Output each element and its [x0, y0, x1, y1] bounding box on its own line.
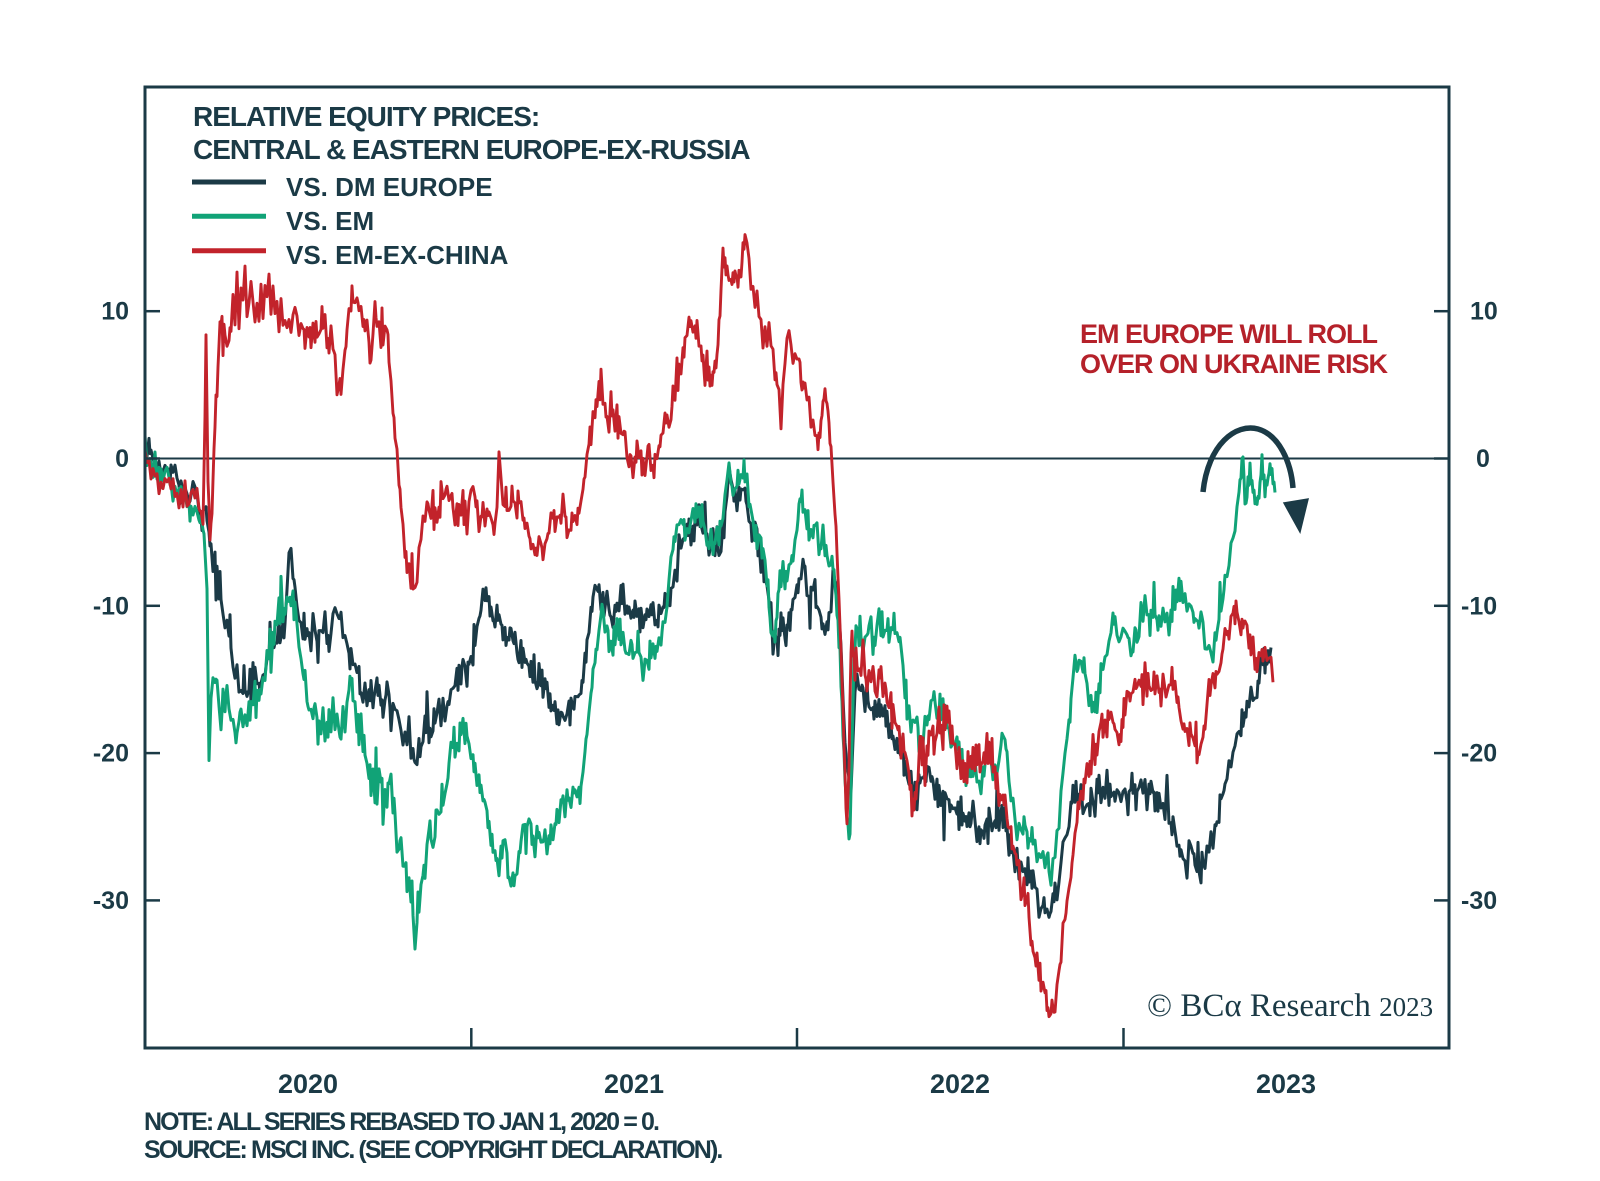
svg-text:VS. EM: VS. EM: [286, 206, 374, 236]
svg-text:2021: 2021: [604, 1069, 664, 1099]
svg-text:-20: -20: [1461, 740, 1497, 768]
svg-text:EM EUROPE WILL ROLL: EM EUROPE WILL ROLL: [1080, 319, 1378, 349]
svg-text:2022: 2022: [930, 1069, 990, 1099]
svg-text:-10: -10: [93, 592, 129, 620]
svg-text:CENTRAL & EASTERN EUROPE-EX-RU: CENTRAL & EASTERN EUROPE-EX-RUSSIA: [193, 134, 750, 165]
svg-text:-20: -20: [93, 740, 129, 768]
svg-text:2020: 2020: [278, 1069, 338, 1099]
svg-text:10: 10: [1470, 298, 1498, 326]
svg-text:SOURCE: MSCI INC. (SEE COPYRIG: SOURCE: MSCI INC. (SEE COPYRIGHT DECLARA…: [144, 1136, 722, 1164]
svg-text:© BCα Research 2023: © BCα Research 2023: [1147, 988, 1433, 1024]
svg-text:-10: -10: [1461, 592, 1497, 620]
svg-text:0: 0: [115, 445, 129, 473]
svg-text:2023: 2023: [1256, 1069, 1316, 1099]
svg-text:RELATIVE EQUITY PRICES:: RELATIVE EQUITY PRICES:: [193, 101, 539, 132]
svg-text:-30: -30: [93, 887, 129, 915]
svg-text:VS. EM-EX-CHINA: VS. EM-EX-CHINA: [286, 240, 509, 270]
svg-text:OVER ON UKRAINE RISK: OVER ON UKRAINE RISK: [1080, 349, 1389, 379]
svg-text:-30: -30: [1461, 887, 1497, 915]
svg-text:10: 10: [101, 298, 129, 326]
svg-text:VS. DM EUROPE: VS. DM EUROPE: [286, 172, 493, 202]
svg-text:NOTE: ALL SERIES REBASED TO JA: NOTE: ALL SERIES REBASED TO JAN 1, 2020 …: [144, 1108, 659, 1136]
svg-text:0: 0: [1476, 445, 1490, 473]
